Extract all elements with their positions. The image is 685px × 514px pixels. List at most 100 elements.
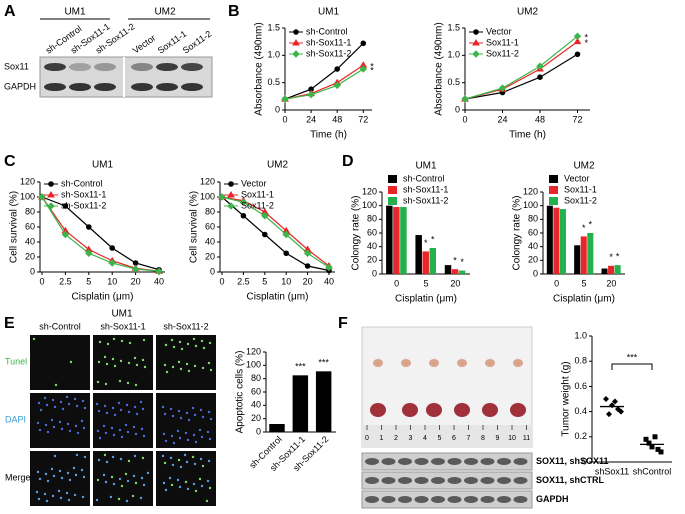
cell bbox=[110, 475, 114, 479]
cell bbox=[74, 473, 78, 477]
y-tick-label: 120 bbox=[523, 186, 538, 196]
marker bbox=[38, 193, 46, 201]
significance: * bbox=[582, 223, 586, 233]
x-tick-label: shSox11 bbox=[595, 466, 629, 476]
ruler-number: 0 bbox=[365, 435, 369, 442]
cell bbox=[50, 467, 54, 471]
cell bbox=[119, 408, 123, 412]
series-line bbox=[41, 196, 160, 272]
point bbox=[658, 449, 664, 455]
cell bbox=[185, 460, 189, 464]
y-tick-label: 60 bbox=[205, 221, 215, 231]
band bbox=[181, 63, 203, 71]
band bbox=[513, 458, 528, 465]
cell bbox=[179, 367, 183, 371]
cell bbox=[176, 478, 180, 482]
band bbox=[431, 496, 445, 503]
x-tick-label: 5 bbox=[262, 276, 267, 286]
x-tick-label: 40 bbox=[324, 276, 334, 286]
cell bbox=[143, 365, 147, 369]
micrograph bbox=[156, 335, 216, 390]
cell bbox=[45, 499, 49, 503]
cell bbox=[128, 341, 132, 345]
cell bbox=[35, 490, 39, 494]
y-tick-label: 80 bbox=[528, 214, 538, 224]
bar bbox=[393, 207, 400, 274]
cell bbox=[102, 473, 106, 477]
cell bbox=[200, 484, 204, 488]
cell bbox=[59, 400, 63, 404]
cell bbox=[170, 434, 174, 438]
band bbox=[513, 496, 528, 503]
cell bbox=[111, 455, 115, 459]
cell bbox=[133, 454, 137, 458]
significance: * bbox=[585, 38, 589, 48]
marker bbox=[218, 193, 226, 201]
cell bbox=[192, 482, 196, 486]
marker bbox=[131, 265, 140, 273]
x-axis-label: Time (h) bbox=[310, 130, 347, 141]
y-tick-label: 0 bbox=[582, 456, 587, 466]
blot-row-label: SOX11, shSOX11 bbox=[536, 456, 609, 466]
blot-row-label: Sox11 bbox=[4, 61, 29, 71]
x-tick-label: 20 bbox=[303, 276, 313, 286]
cell bbox=[163, 363, 167, 367]
significance: *** bbox=[318, 358, 329, 368]
legend-label: sh-Sox11-1 bbox=[61, 189, 106, 199]
x-tick-label: 2.5 bbox=[59, 276, 72, 286]
y-tick-label: 60 bbox=[528, 227, 538, 237]
marker bbox=[62, 203, 69, 209]
cell bbox=[118, 428, 122, 432]
cell bbox=[194, 344, 198, 348]
marker bbox=[227, 202, 235, 210]
y-tick-label: 20 bbox=[251, 413, 261, 423]
cell bbox=[105, 411, 109, 415]
cell bbox=[192, 337, 196, 341]
x-tick-label: 0 bbox=[39, 276, 44, 286]
ruler-number: 10 bbox=[508, 435, 516, 442]
cell bbox=[180, 347, 184, 351]
y-tick-label: 0 bbox=[372, 268, 377, 278]
cell bbox=[193, 413, 197, 417]
series-line bbox=[221, 196, 330, 267]
band bbox=[398, 496, 412, 503]
cell bbox=[73, 493, 77, 497]
tumor bbox=[429, 359, 439, 367]
marker bbox=[228, 181, 234, 187]
marker bbox=[155, 267, 163, 275]
cell bbox=[162, 432, 166, 436]
tumor bbox=[373, 359, 383, 367]
ruler-number: 4 bbox=[423, 435, 427, 442]
cell bbox=[44, 472, 48, 476]
ruler-number: 11 bbox=[523, 435, 530, 442]
series-line bbox=[284, 68, 364, 100]
cell bbox=[82, 475, 86, 479]
x-tick-label: 5 bbox=[581, 278, 586, 288]
x-axis-label: Time (h) bbox=[509, 130, 546, 141]
point bbox=[618, 408, 624, 415]
bracket bbox=[611, 363, 653, 370]
cell bbox=[37, 497, 41, 501]
y-tick-label: 0.4 bbox=[574, 406, 587, 416]
ruler-number: 1 bbox=[380, 435, 384, 442]
cell bbox=[142, 338, 146, 342]
cell bbox=[168, 476, 172, 480]
y-tick-label: 0 bbox=[210, 266, 215, 276]
cell bbox=[103, 355, 107, 359]
y-tick-label: 20 bbox=[25, 251, 35, 261]
cell bbox=[208, 341, 212, 345]
cell bbox=[135, 412, 139, 416]
cell bbox=[132, 425, 136, 429]
blot-row-label: GAPDH bbox=[4, 81, 36, 91]
blot-strip bbox=[361, 471, 533, 490]
micrograph bbox=[93, 451, 153, 506]
cell bbox=[169, 456, 173, 460]
tumor bbox=[482, 403, 498, 417]
y-tick-label: 60 bbox=[251, 386, 261, 396]
cell bbox=[124, 423, 128, 427]
cell bbox=[198, 428, 202, 432]
marker bbox=[304, 263, 311, 269]
cell bbox=[207, 459, 211, 463]
cell bbox=[110, 426, 114, 430]
